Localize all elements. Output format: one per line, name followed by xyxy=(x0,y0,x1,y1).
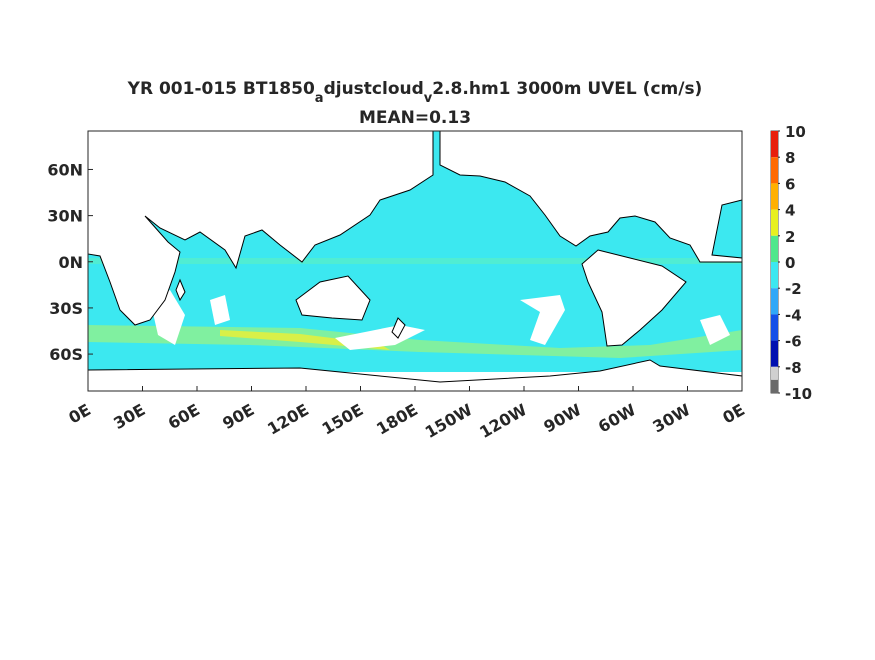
lat-tick-label: 60S xyxy=(49,345,83,364)
lat-tick-label: 30S xyxy=(49,299,83,318)
title-part: 2.8.hm1 3000m UVEL (cm/s) xyxy=(432,79,702,99)
lat-tick-label: 0N xyxy=(58,253,83,272)
title: YR 001-015 BT1850adjustcloudv2.8.hm1 300… xyxy=(127,79,703,106)
colorbar-tick-label: -8 xyxy=(785,359,802,377)
title-part: djustcloud xyxy=(324,79,424,99)
colorbar-swatch xyxy=(771,340,778,367)
colorbar-swatch xyxy=(771,288,778,315)
colorbar-tick-label: -10 xyxy=(785,385,812,403)
lat-tick-label: 30N xyxy=(47,207,83,226)
ocean-streak xyxy=(88,258,742,264)
colorbar-swatch xyxy=(771,131,778,158)
colorbar-swatch xyxy=(771,379,778,393)
colorbar-swatch xyxy=(771,366,778,380)
colorbar-swatch xyxy=(771,183,778,210)
title-part: YR 001-015 BT1850 xyxy=(127,79,315,99)
colorbar-tick-label: 4 xyxy=(785,202,795,220)
colorbar-tick-label: 6 xyxy=(785,175,795,193)
title-sub: v xyxy=(424,91,433,106)
colorbar-tick-label: 8 xyxy=(785,149,795,167)
colorbar-swatch xyxy=(771,209,778,236)
colorbar-tick-label: 0 xyxy=(785,254,795,272)
colorbar-swatch xyxy=(771,235,778,262)
subtitle: MEAN=0.13 xyxy=(359,108,471,128)
colorbar-tick-label: -2 xyxy=(785,280,802,298)
colorbar-swatch xyxy=(771,157,778,184)
colorbar-tick-label: -6 xyxy=(785,333,802,351)
lat-tick-label: 60N xyxy=(47,160,83,179)
title-sub: a xyxy=(315,91,324,106)
colorbar-swatch xyxy=(771,262,778,289)
land xyxy=(87,130,743,392)
colorbar-tick-label: 2 xyxy=(785,228,795,246)
map-field xyxy=(87,130,743,392)
colorbar-tick-label: 10 xyxy=(785,123,806,141)
colorbar-swatch xyxy=(771,314,778,341)
colorbar-tick-label: -4 xyxy=(785,306,802,324)
